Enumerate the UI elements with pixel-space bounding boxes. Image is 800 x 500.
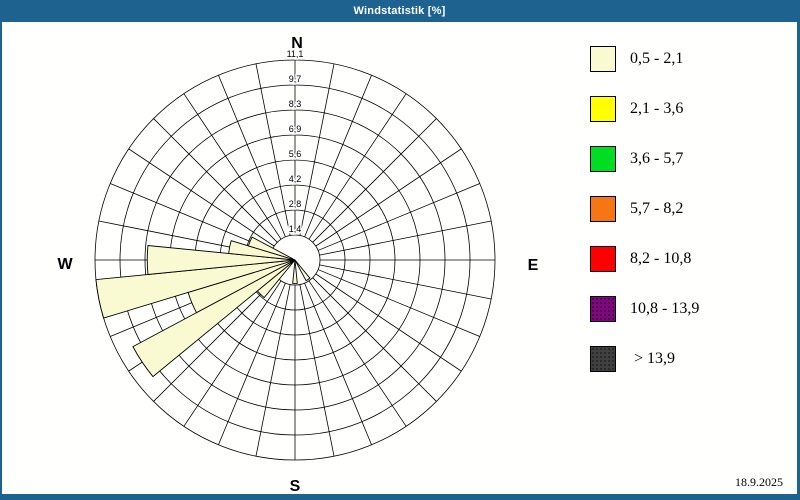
polar-grid-spoke — [110, 183, 273, 251]
compass-label-west: W — [57, 256, 73, 273]
legend-item: 3,6 - 5,7 — [590, 146, 790, 172]
legend-item: 10,8 - 13,9 — [590, 296, 790, 322]
legend-item: 8,2 - 10,8 — [590, 246, 790, 272]
wind-rose-wedge — [132, 259, 296, 378]
compass-label-south: S — [290, 478, 301, 494]
polar-grid-spoke — [255, 63, 291, 236]
polar-grid-spoke — [312, 277, 437, 402]
ring-value-label: 1,4 — [289, 224, 302, 234]
polar-grid-spoke — [183, 93, 282, 240]
legend-label: > 13,9 — [630, 350, 676, 367]
polar-grid-spoke — [304, 282, 372, 445]
legend-swatch — [590, 246, 616, 272]
polar-grid-spoke — [317, 269, 480, 337]
polar-grid-spoke — [183, 280, 282, 427]
ring-value-label: 9,7 — [289, 74, 302, 84]
date-stamp: 18.9.2025 — [735, 475, 783, 489]
ring-value-label: 5,6 — [289, 149, 302, 159]
polar-grid-spoke — [312, 118, 437, 243]
polar-grid-spoke — [299, 284, 335, 457]
ring-value-label: 11,1 — [287, 49, 304, 59]
polar-grid-spoke — [299, 63, 335, 236]
polar-grid-spoke — [153, 277, 278, 402]
polar-grid-spoke — [308, 280, 407, 427]
polar-grid-spoke — [308, 93, 407, 240]
wind-rose-wedge — [247, 236, 296, 261]
ring-value-label: 4,2 — [289, 174, 302, 184]
polar-grid-spoke — [153, 118, 278, 243]
legend-item: > 13,9 — [590, 346, 790, 372]
polar-grid-spoke — [315, 148, 462, 247]
ring-value-label: 6,9 — [289, 124, 302, 134]
legend-swatch — [590, 46, 616, 72]
polar-grid-spoke — [218, 75, 286, 238]
legend-label: 5,7 - 8,2 — [630, 200, 684, 217]
wind-rose-wedge — [292, 259, 298, 284]
polar-grid-spoke — [317, 183, 480, 251]
polar-grid-spoke — [315, 273, 462, 372]
polar-grid-spoke — [255, 284, 291, 457]
polar-grid-spoke — [218, 282, 286, 445]
legend-label: 2,1 - 3,6 — [630, 100, 684, 117]
legend-item: 2,1 - 3,6 — [590, 96, 790, 122]
legend-label: 8,2 - 10,8 — [630, 250, 692, 267]
polar-grid-spoke — [319, 220, 492, 256]
wind-rose-wedge — [146, 245, 296, 275]
chart-area: 1,4 2,8 4,2 5,6 6,9 8,3 9,7 11,1 N E S W 0,5 - 2,1 2… — [2, 22, 797, 494]
compass-label-north: N — [291, 35, 303, 52]
legend-swatch — [590, 196, 616, 222]
legend-swatch — [590, 146, 616, 172]
polar-grid-spoke — [304, 75, 372, 238]
polar-grid-spoke — [128, 148, 275, 247]
window-title: Windstatistik [%] — [353, 5, 446, 17]
legend-swatch — [590, 346, 616, 372]
wind-rose-wedge — [294, 259, 311, 282]
wind-rose-chart: 1,4 2,8 4,2 5,6 6,9 8,3 9,7 11,1N E S W — [57, 35, 539, 494]
legend-item: 5,7 - 8,2 — [590, 196, 790, 222]
legend-label: 0,5 - 2,1 — [630, 50, 684, 67]
legend-item: 0,5 - 2,1 — [590, 46, 790, 72]
legend-label: 10,8 - 13,9 — [630, 300, 700, 317]
ring-value-label: 2,8 — [289, 199, 302, 209]
title-bar: Windstatistik [%] — [2, 0, 797, 22]
ring-value-label: 8,3 — [289, 99, 302, 109]
legend-swatch — [590, 296, 616, 322]
polar-grid-spoke — [319, 264, 492, 300]
legend: 0,5 - 2,1 2,1 - 3,6 3,6 - 5,7 5,7 - 8,2 8,2 … — [590, 46, 790, 396]
wind-rose-wedge — [95, 259, 296, 319]
compass-label-east: E — [528, 257, 539, 274]
legend-swatch — [590, 96, 616, 122]
legend-label: 3,6 - 5,7 — [630, 150, 684, 167]
